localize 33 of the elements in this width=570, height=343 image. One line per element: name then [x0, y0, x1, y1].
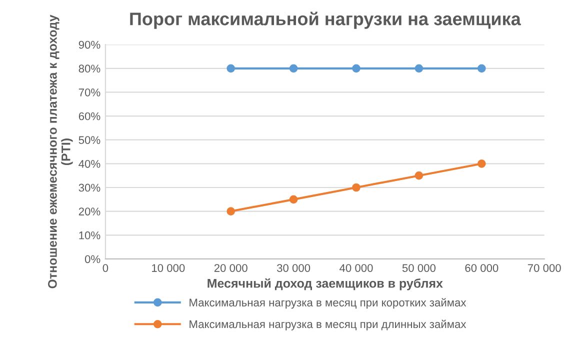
y-tick-label: 10% [79, 231, 100, 240]
point [352, 64, 360, 73]
y-tick-label: 80% [78, 64, 100, 73]
point [289, 195, 298, 204]
legend-label: Максимальная нагрузка в месяц при коротких займах [190, 298, 466, 309]
x-tick-label: 10 000 [152, 264, 185, 272]
point [226, 207, 236, 216]
x-tick-label: 20 000 [214, 264, 248, 272]
x-tick-label: 50 000 [402, 264, 436, 272]
y-tick-label: 90% [78, 40, 100, 49]
y-tick-label: 70% [78, 88, 100, 96]
y-tick-label: 0% [84, 255, 100, 264]
y-tick-label: 30% [78, 184, 100, 192]
point [477, 64, 486, 73]
point [226, 64, 236, 73]
x-tick-label: 30 000 [276, 264, 310, 272]
y-axis-title: Отношение ежемесячного платежа к доходу (PTI) [48, 14, 73, 288]
y-tick-label: 50% [78, 136, 100, 144]
x-tick-label: 40 000 [340, 264, 373, 272]
y-tick-label: 20% [78, 208, 100, 216]
point [352, 183, 360, 192]
point [289, 64, 298, 73]
x-axis-title: Месячный доход заемщиков в рублях [208, 278, 443, 290]
y-tick-label: 40% [78, 160, 100, 168]
chart-title: Порог максимальной нагрузки на заемщика [130, 12, 521, 29]
x-tick-label: 70 000 [528, 264, 561, 272]
legend-label: Максимальная нагрузка в месяц при длинных займах [190, 320, 466, 330]
point [414, 64, 424, 73]
point [414, 171, 424, 180]
y-tick-label: 60% [78, 112, 100, 120]
x-tick-label: 60 000 [465, 264, 498, 272]
point [477, 160, 486, 168]
x-tick-label: 0 [102, 264, 108, 272]
